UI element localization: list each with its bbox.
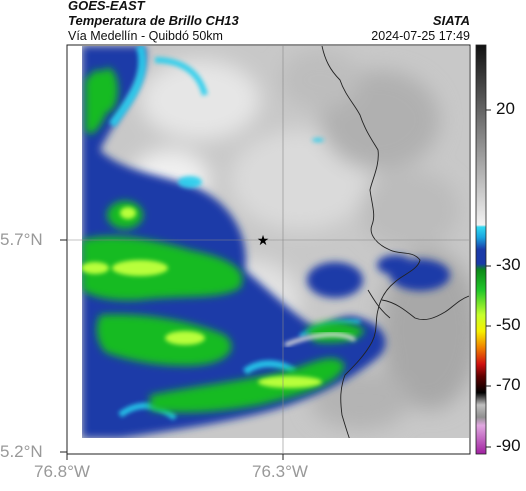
lat-tick-label: 5.7°N [0, 230, 43, 249]
star-icon: ★ [257, 233, 270, 249]
brightness-temperature-field [82, 46, 469, 438]
organization-label: SIATA [432, 13, 470, 28]
timestamp-label: 2024-07-25 17:49 [371, 29, 470, 43]
colorbar-tick-label: -30 [496, 255, 521, 274]
product-name: Temperatura de Brillo CH13 [68, 13, 239, 28]
colorbar-tick-label: -50 [496, 315, 521, 334]
colorbar [475, 44, 491, 455]
colorbar-tick-label: -70 [496, 375, 521, 394]
lat-tick-label: 5.2°N [0, 442, 43, 461]
region-label: Vía Medellín - Quibdó 50km [68, 29, 223, 43]
header-title: GOES-EAST [68, 0, 145, 13]
colorbar-tick-label: -90 [496, 436, 521, 455]
lon-tick-label: 76.3°W [252, 462, 308, 481]
lon-tick-label: 76.8°W [34, 462, 90, 481]
colorbar-tick-label: 20 [496, 99, 515, 118]
border-lines [321, 46, 469, 438]
